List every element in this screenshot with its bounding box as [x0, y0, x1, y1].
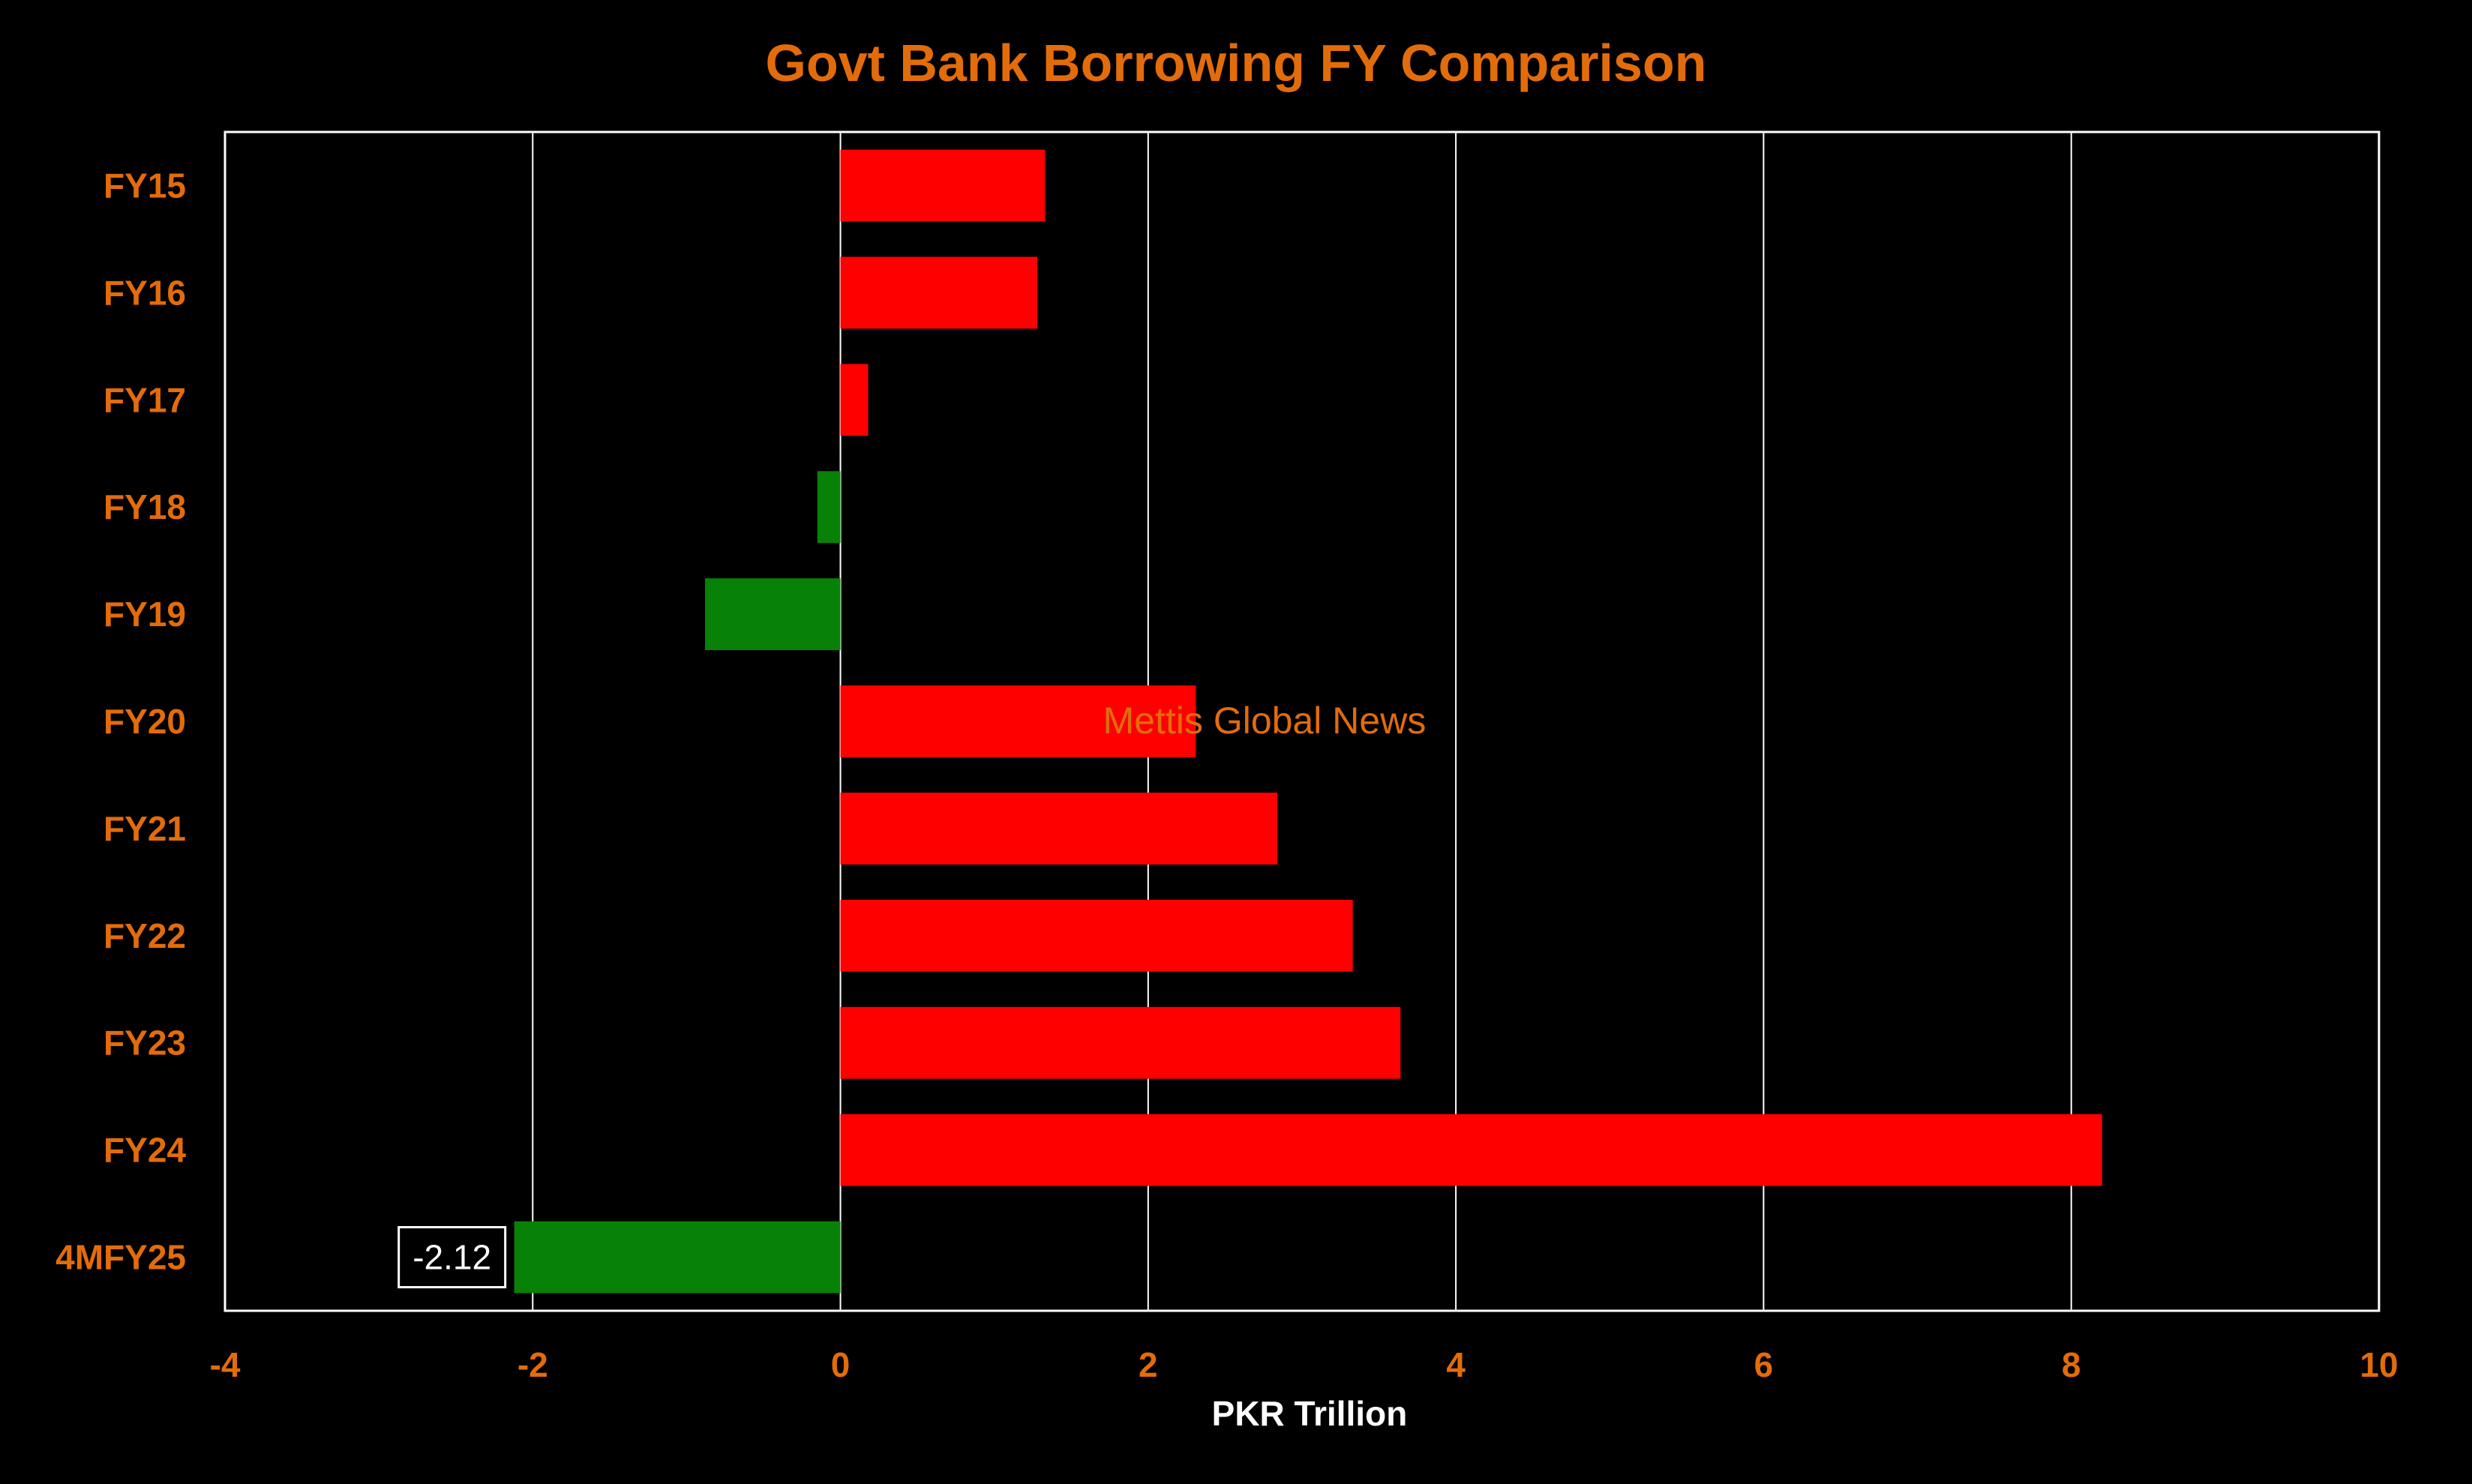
bar	[705, 578, 841, 650]
category-label: 4MFY25	[56, 1238, 186, 1277]
chart-title: Govt Bank Borrowing FY Comparison	[766, 34, 1707, 92]
category-label: FY23	[104, 1024, 186, 1063]
tick-label: 6	[1754, 1345, 1774, 1384]
bar	[840, 364, 868, 436]
bar	[840, 1114, 2102, 1186]
category-label: FY20	[104, 702, 186, 741]
category-axis: FY15 FY16 FY17 FY18 FY19 FY20 FY21 FY22 FY23 FY24…	[56, 166, 186, 1276]
plot-area-frame	[224, 130, 2380, 1312]
value-axis: -4 -2 0 2 4 6 8 10	[210, 1345, 2398, 1384]
category-label: FY15	[104, 166, 186, 205]
tick-label: 0	[831, 1345, 850, 1384]
tick-label: 2	[1138, 1345, 1158, 1384]
bar	[840, 149, 1046, 222]
data-label-box	[398, 1226, 507, 1289]
bar	[840, 1006, 1401, 1079]
bar	[817, 471, 841, 544]
category-label: FY24	[104, 1131, 186, 1170]
tick-label: 10	[2360, 1345, 2398, 1384]
bar	[840, 256, 1038, 329]
category-label: FY18	[104, 487, 186, 526]
category-label: FY17	[104, 380, 186, 419]
bar-series	[514, 149, 2102, 1294]
bar	[514, 1221, 841, 1294]
tick-label: -2	[518, 1345, 548, 1384]
data-label: -2.12	[412, 1238, 491, 1277]
bar	[840, 685, 1196, 757]
tick-label: -4	[210, 1345, 241, 1384]
category-label: FY21	[104, 809, 186, 848]
category-label: FY19	[104, 595, 186, 634]
bar	[840, 793, 1278, 865]
data-labels: -2.12	[398, 1226, 507, 1289]
category-label: FY16	[104, 273, 186, 312]
tick-label: 4	[1446, 1345, 1466, 1384]
watermark-annotation: Mettis Global News	[1103, 700, 1426, 742]
x-axis-title: PKR Trillion	[1212, 1394, 1408, 1433]
category-label: FY22	[104, 916, 186, 955]
bar	[840, 899, 1353, 972]
tick-label: 8	[2062, 1345, 2081, 1384]
